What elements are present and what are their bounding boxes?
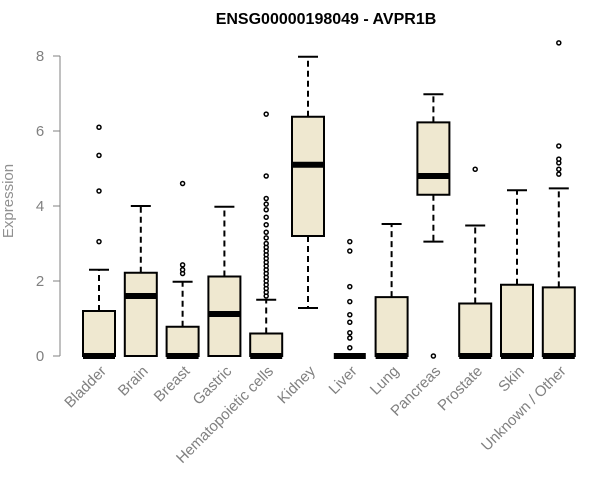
outlier-point	[347, 345, 353, 351]
outlier-point	[96, 188, 102, 194]
outlier-point	[347, 335, 353, 341]
outlier-point	[347, 330, 353, 336]
box-bladder	[82, 124, 116, 359]
box-unknown-other	[541, 40, 576, 359]
x-tick-label: Liver	[326, 363, 361, 398]
outlier-point	[96, 152, 102, 159]
outlier-point	[347, 298, 353, 305]
y-tick-label: 0	[36, 348, 44, 365]
outlier-point	[96, 124, 102, 130]
box-body	[416, 121, 451, 196]
outlier-point	[263, 195, 269, 202]
outlier-point	[472, 166, 478, 172]
box-body	[374, 296, 409, 357]
y-tick-label: 6	[36, 123, 44, 140]
outlier-point	[263, 207, 269, 213]
outlier-point	[347, 312, 353, 318]
box-body	[458, 302, 493, 357]
outlier-point	[347, 319, 353, 325]
outlier-point	[347, 248, 353, 254]
box-body	[500, 283, 534, 357]
box-gastric	[207, 205, 242, 357]
y-axis-label: Expression	[0, 164, 17, 238]
outlier-point	[556, 143, 562, 149]
outlier-point	[556, 166, 562, 172]
box-body	[249, 332, 284, 357]
outlier-point	[263, 111, 269, 117]
outlier-point	[263, 229, 269, 235]
outlier-point	[263, 173, 269, 179]
x-tick-label: Prostate	[434, 363, 486, 415]
box-hematopoietic-cells	[249, 111, 284, 359]
x-tick-label: Lung	[367, 363, 403, 399]
outlier-point	[263, 240, 269, 247]
outlier-point	[263, 235, 269, 241]
outlier-point	[96, 238, 102, 245]
y-tick-label: 2	[36, 273, 44, 290]
outlier-point	[263, 201, 269, 207]
outlier-point	[179, 180, 186, 187]
box-body	[291, 115, 325, 237]
y-axis: 0 2 4 6 8	[36, 48, 61, 365]
outlier-point	[347, 283, 353, 290]
box-body	[82, 310, 116, 357]
box-brain	[123, 205, 158, 357]
x-tick-label: Brain	[115, 363, 152, 400]
box-kidney	[291, 55, 325, 309]
outlier-point	[263, 222, 269, 228]
y-tick-label: 8	[36, 48, 44, 65]
x-tick-label: Breast	[151, 362, 194, 405]
box-liver	[333, 238, 366, 359]
box-pancreas	[416, 93, 451, 359]
outlier-point	[430, 353, 437, 359]
box-lung	[374, 223, 409, 359]
outlier-point	[347, 238, 353, 245]
outlier-point	[179, 262, 186, 268]
x-tick-label: Bladder	[61, 363, 110, 412]
outlier-point	[179, 267, 186, 273]
box-body	[123, 271, 158, 357]
box-body	[541, 286, 576, 357]
outlier-point	[556, 171, 562, 177]
outlier-point	[556, 156, 562, 162]
chart-title: ENSG00000198049 - AVPR1B	[216, 11, 437, 28]
boxes-group	[82, 40, 576, 359]
box-skin	[500, 189, 534, 359]
y-tick-label: 4	[36, 198, 44, 215]
x-tick-label: Kidney	[274, 362, 319, 407]
outlier-point	[556, 40, 562, 46]
box-body	[165, 325, 200, 357]
x-tick-label: Skin	[495, 363, 528, 396]
box-breast	[165, 180, 200, 359]
outlier-point	[263, 214, 269, 220]
box-prostate	[458, 166, 493, 359]
